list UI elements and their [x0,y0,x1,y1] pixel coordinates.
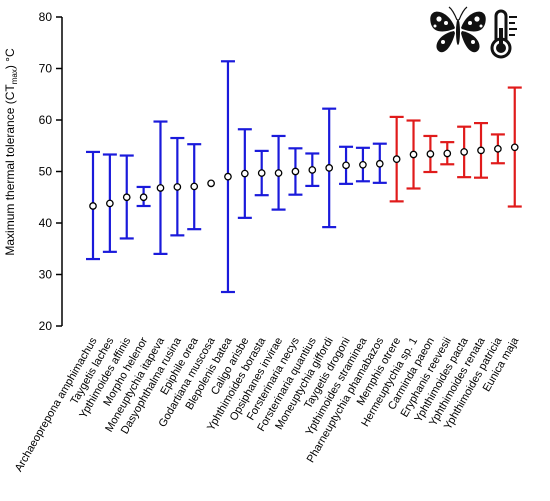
mean-point-19 [392,155,401,163]
mean-point-7 [190,182,199,191]
mean-point-21 [426,150,435,158]
mean-point-16 [342,161,350,170]
y-tick-label-60: 60 [39,113,53,127]
mean-point-1 [89,202,97,210]
mean-point-3 [122,193,131,202]
y-tick-label-20: 20 [39,319,53,333]
y-axis-label-subscript: max [10,69,19,84]
y-axis-label-main: Maximum thermal tolerance (CT [3,84,17,256]
mean-point-5 [156,184,165,192]
mean-point-26 [510,143,519,152]
y-tick-label-50: 50 [39,165,53,179]
y-tick-label-70: 70 [39,62,53,76]
mean-point-24 [477,146,485,155]
y-tick-label-40: 40 [39,216,53,230]
mean-point-25 [494,144,502,153]
mean-point-18 [375,159,384,168]
butterfly-icon [430,6,486,53]
mean-point-2 [106,199,114,208]
mean-point-6 [173,183,182,191]
mean-point-8 [207,179,215,188]
mean-point-17 [359,160,367,169]
y-axis-label: Maximum thermal tolerance (CTmax) °C [3,48,19,256]
y-tick-label-80: 80 [39,10,53,24]
mean-point-10 [240,169,249,178]
mean-point-23 [460,148,468,156]
mean-point-12 [274,169,283,177]
mean-point-4 [139,193,148,202]
mean-point-15 [325,164,334,172]
mean-point-22 [443,149,452,158]
y-tick-label-30: 30 [39,268,53,282]
y-axis-label-unit: ) °C [3,48,17,69]
thermometer-icon [490,9,517,59]
mean-point-11 [257,169,266,177]
mean-point-9 [224,172,232,181]
mean-point-14 [308,166,317,174]
mean-point-13 [291,167,300,176]
mean-point-20 [409,150,418,159]
